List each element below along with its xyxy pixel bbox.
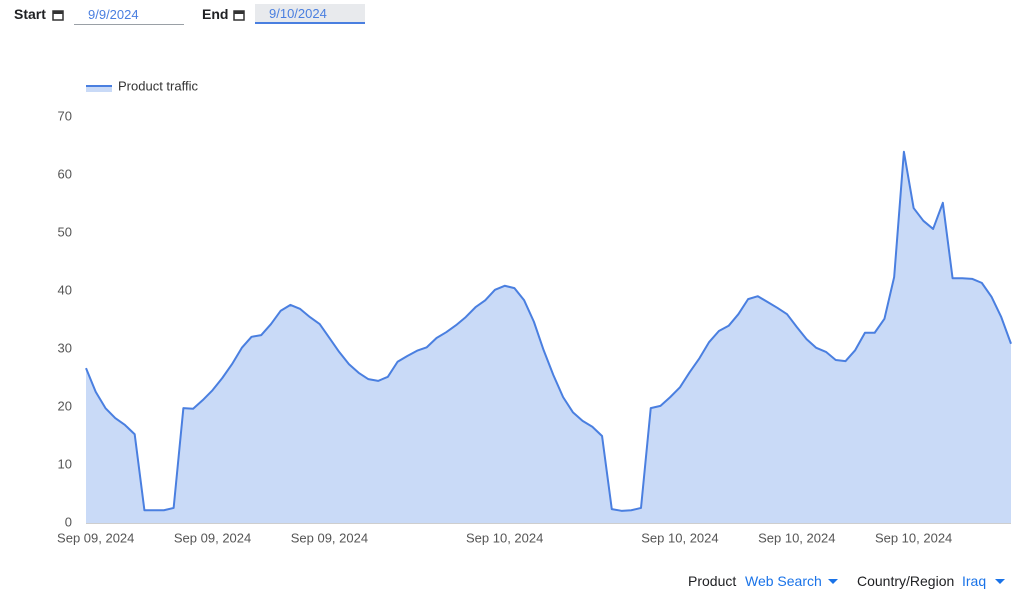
y-tick-label: 40 [58,282,72,297]
region-label: Country/Region [857,573,955,589]
y-tick-label: 30 [58,340,72,355]
legend-label: Product traffic [118,78,198,93]
product-label: Product [688,573,737,589]
region-select[interactable]: Iraq [962,573,987,589]
dropdown-arrow[interactable] [995,578,1005,586]
start-label: Start [14,6,46,22]
x-tick-label: Sep 10, 2024 [875,530,952,545]
x-tick-label: Sep 09, 2024 [57,530,134,545]
y-tick-label: 10 [58,456,72,471]
calendar-icon[interactable] [52,9,64,21]
x-tick-label: Sep 09, 2024 [174,530,251,545]
y-tick-label: 0 [65,514,72,529]
chart: 0 10 20 30 40 50 60 70 Sep 09, 2024 Sep 09, 2024 S… [57,78,1012,545]
line [85,150,1012,512]
x-tick-label: Sep 10, 2024 [758,530,835,545]
legend-swatch [86,86,112,92]
calendar-icon[interactable] [233,9,245,21]
end-date-input[interactable]: 9/10/2024 [255,4,365,24]
y-tick-label: 70 [58,108,72,123]
y-tick-label: 60 [58,166,72,181]
x-tick-label: Sep 10, 2024 [466,530,543,545]
end-label: End [202,6,229,22]
start-date-input[interactable]: 9/9/2024 [74,5,184,25]
area [86,151,1011,524]
x-tick-label: Sep 09, 2024 [291,530,368,545]
product-select[interactable]: Web Search [745,573,822,589]
y-tick-label: 50 [58,224,72,239]
x-tick-label: Sep 10, 2024 [641,530,718,545]
y-tick-label: 20 [58,398,72,413]
dropdown-arrow[interactable] [828,578,838,586]
